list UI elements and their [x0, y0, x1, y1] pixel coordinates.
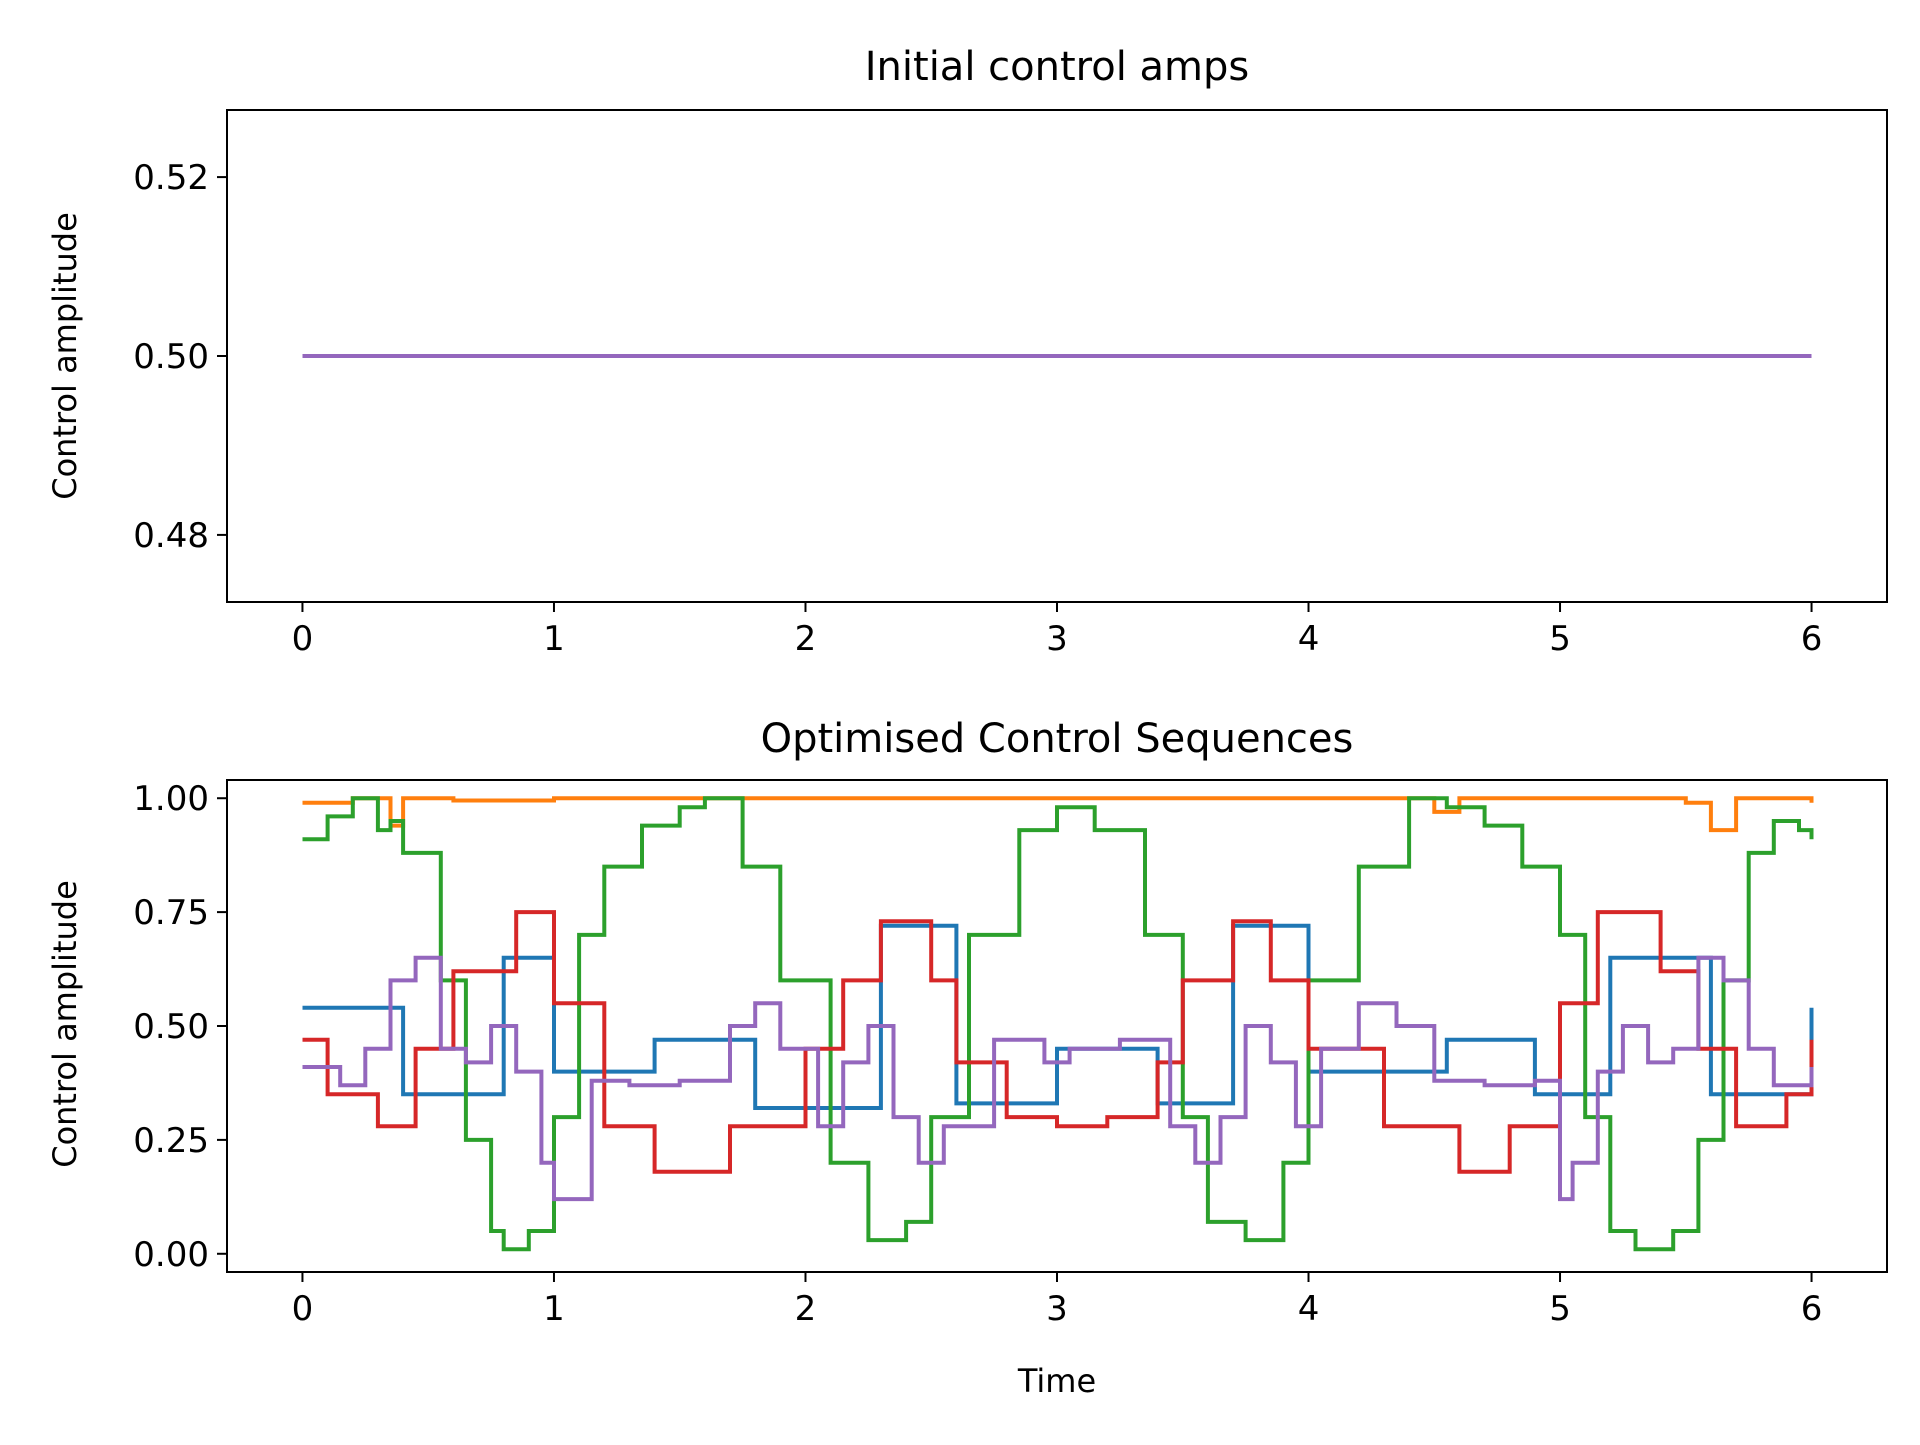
y-tick-label: 0.50	[133, 1007, 209, 1047]
x-tick-label: 0	[292, 619, 314, 659]
y-tick-label: 0.00	[133, 1235, 209, 1275]
series-line-2	[302, 796, 1814, 833]
initial-amps-axes: Initial control amps Control amplitude 0…	[46, 44, 1888, 659]
x-tick-label: 6	[1801, 1289, 1823, 1329]
y-tick-label: 0.75	[133, 893, 209, 933]
axes-frame	[226, 109, 1888, 603]
axes-title: Optimised Control Sequences	[761, 716, 1354, 762]
x-tick-label: 2	[795, 619, 817, 659]
series-line-3	[302, 796, 1814, 1252]
x-tick-label: 5	[1549, 1289, 1571, 1329]
x-tick-label: 3	[1046, 1289, 1068, 1329]
y-tick-label: 0.52	[133, 158, 209, 198]
y-tick-label: 0.50	[133, 337, 209, 377]
series-line-5	[302, 955, 1814, 1202]
y-axis-label: Control amplitude	[46, 880, 84, 1168]
y-axis-label: Control amplitude	[46, 212, 84, 500]
x-tick-label: 1	[543, 1289, 565, 1329]
series-line-4	[302, 910, 1814, 1174]
x-tick-label: 0	[292, 1289, 314, 1329]
y-tick-label: 0.25	[133, 1121, 209, 1161]
axes-frame	[226, 779, 1888, 1273]
x-tick-label: 4	[1298, 1289, 1320, 1329]
x-tick-label: 2	[795, 1289, 817, 1329]
x-tick-label: 3	[1046, 619, 1068, 659]
optimised-sequences-axes: Optimised Control Sequences Control ampl…	[46, 716, 1888, 1400]
y-tick-label: 1.00	[133, 779, 209, 819]
x-tick-label: 4	[1298, 619, 1320, 659]
plot-area	[302, 796, 1814, 1252]
x-tick-label: 5	[1549, 619, 1571, 659]
x-axis-label: Time	[1017, 1362, 1096, 1400]
axes-title: Initial control amps	[865, 44, 1249, 90]
x-tick-label: 1	[543, 619, 565, 659]
x-tick-label: 6	[1801, 619, 1823, 659]
y-tick-label: 0.48	[133, 516, 209, 556]
